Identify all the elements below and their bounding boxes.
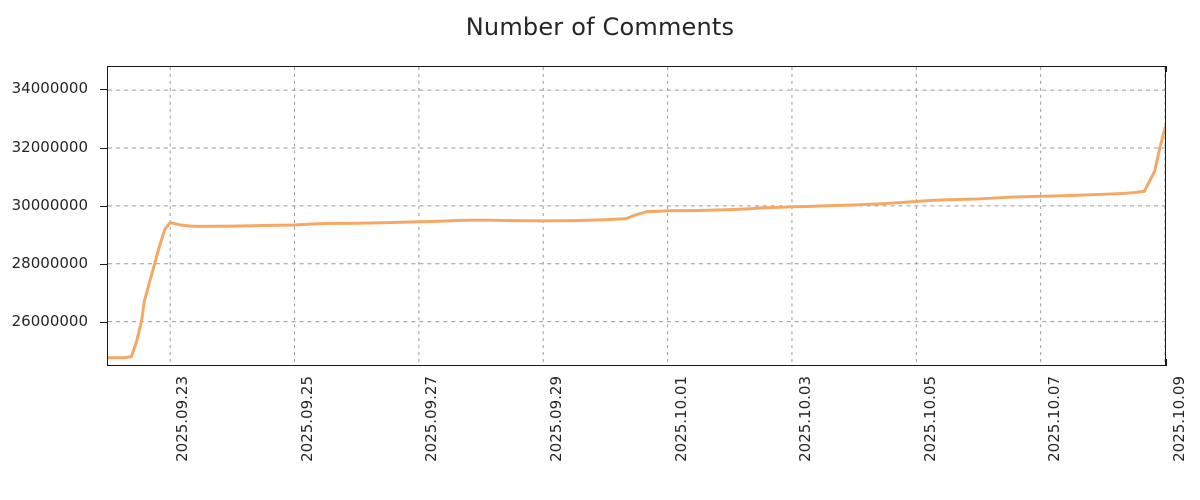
y-axis-tick-label: 32000000 [11,137,88,156]
y-axis-tick-mark [100,89,107,91]
x-axis-minor-tick-mark [1166,361,1167,366]
x-axis-tick-label: 2025.10.03 [796,376,815,462]
x-axis-tick-label: 2025.09.23 [173,376,192,462]
x-axis-tick-label: 2025.10.01 [671,376,690,462]
y-axis-tick-label: 34000000 [11,79,88,98]
y-axis-tick-mark [100,322,107,324]
x-axis-tick-label: 2025.09.27 [422,376,441,462]
x-axis-tick-label: 2025.10.05 [920,376,939,462]
x-axis-tick-label: 2025.10.09 [1170,376,1188,462]
y-axis-tick-mark [100,264,107,266]
y-axis-tick-label: 26000000 [11,312,88,331]
y-axis-tick-label: 28000000 [11,254,88,273]
x-axis-minor-tick-mark-top [1166,66,1167,72]
page-title: Number of Comments [465,13,735,41]
plot-area [107,66,1166,366]
vertical-gridlines [169,67,1165,365]
horizontal-gridlines [108,89,1165,323]
plot-svg [108,67,1165,365]
y-axis-tick-mark [100,205,107,207]
y-axis-tick-mark [100,147,107,149]
x-axis-tick-label: 2025.10.07 [1045,376,1064,462]
y-axis-tick-label: 30000000 [11,195,88,214]
x-axis-tick-label: 2025.09.29 [547,376,566,462]
x-axis-tick-label: 2025.09.25 [297,376,316,462]
comments-line-series [108,125,1165,360]
